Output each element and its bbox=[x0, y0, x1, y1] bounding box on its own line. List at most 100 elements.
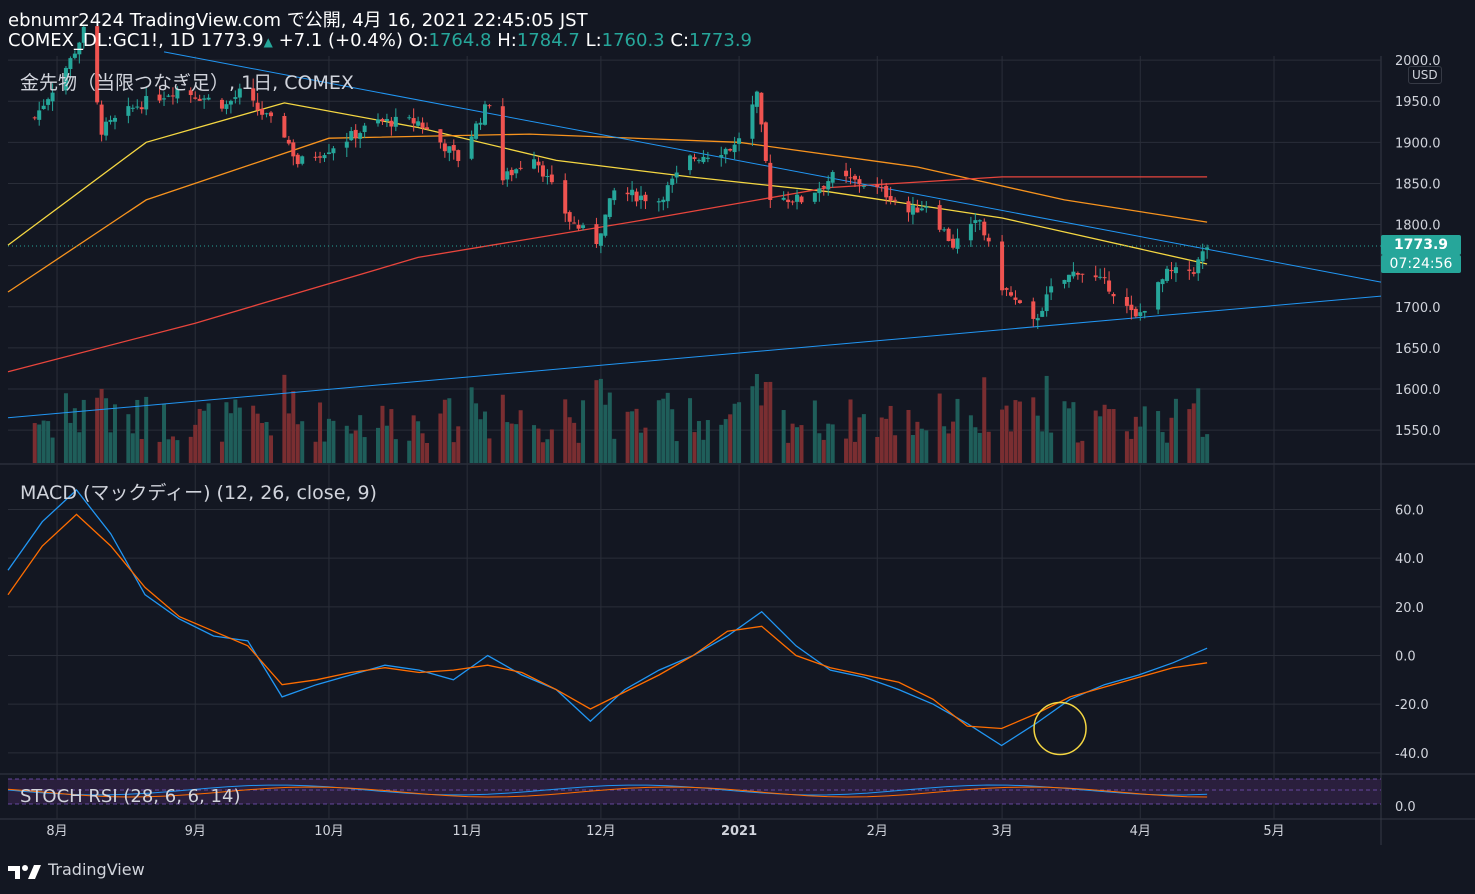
candle-body bbox=[188, 90, 193, 96]
close-value: 1773.9 bbox=[689, 30, 752, 51]
candle-body bbox=[532, 159, 537, 169]
candle-body bbox=[193, 97, 198, 99]
candle-body bbox=[861, 185, 866, 187]
candle-body bbox=[826, 181, 831, 190]
price-tick-label: 1900.0 bbox=[1395, 136, 1441, 151]
tradingview-logo[interactable]: TradingView bbox=[8, 860, 145, 879]
candle-body bbox=[1017, 300, 1022, 304]
time-tick-label: 3月 bbox=[991, 824, 1012, 839]
candle-body bbox=[1009, 292, 1014, 296]
volume-bar bbox=[112, 404, 117, 463]
volume-bar bbox=[612, 438, 617, 463]
volume-bar bbox=[768, 381, 773, 463]
macd-legend[interactable]: MACD (マックディー) (12, 26, close, 9) bbox=[20, 482, 377, 504]
candle-body bbox=[1000, 241, 1005, 291]
volume-bar bbox=[291, 391, 296, 463]
candle-body bbox=[420, 122, 425, 129]
candle-body bbox=[487, 105, 492, 107]
volume-bar bbox=[817, 433, 822, 463]
main-legend[interactable]: 金先物（当限つなぎ足）, 1日, COMEX bbox=[20, 72, 354, 94]
price-tick-label: 1550.0 bbox=[1395, 424, 1441, 439]
volume-bar bbox=[420, 433, 425, 463]
candle-body bbox=[322, 155, 327, 159]
candle-body bbox=[612, 190, 617, 201]
volume-bar bbox=[442, 399, 447, 463]
volume-bar bbox=[126, 414, 131, 463]
volume-bar bbox=[639, 432, 644, 463]
candle-body bbox=[906, 201, 911, 213]
volume-bar bbox=[474, 403, 479, 463]
volume-bar bbox=[973, 427, 978, 463]
candle-body bbox=[37, 110, 42, 120]
price-tick-label: 1850.0 bbox=[1395, 177, 1441, 192]
volume-bar bbox=[1017, 401, 1022, 463]
countdown-label: 07:24:56 bbox=[1381, 255, 1461, 273]
candle-body bbox=[170, 95, 175, 97]
price-tick-label: 1800.0 bbox=[1395, 219, 1441, 234]
volume-bar bbox=[197, 408, 202, 463]
volume-bar bbox=[104, 398, 109, 463]
volume-bar bbox=[99, 388, 104, 463]
volume-bar bbox=[1009, 431, 1014, 463]
candle-body bbox=[1044, 294, 1049, 312]
volume-bar bbox=[1080, 440, 1085, 463]
volume-bar bbox=[41, 420, 46, 463]
candle-body bbox=[166, 95, 171, 97]
candle-body bbox=[1040, 310, 1045, 317]
candle-body bbox=[291, 142, 296, 157]
volume-bar bbox=[425, 442, 430, 463]
candle-body bbox=[1133, 308, 1138, 317]
volume-bar bbox=[144, 396, 149, 463]
candle-body bbox=[563, 180, 568, 214]
candle-body bbox=[99, 104, 104, 135]
candle-body bbox=[286, 139, 291, 144]
symbol-ohlc: COMEX_DL:GC1!, 1D 1773.9▲ +7.1 (+0.4%) O… bbox=[8, 30, 752, 51]
volume-bar bbox=[1111, 409, 1116, 463]
volume-bar bbox=[915, 421, 920, 463]
candle-body bbox=[737, 138, 742, 144]
candle-body bbox=[126, 106, 131, 116]
volume-bar bbox=[505, 422, 510, 463]
candle-body bbox=[576, 224, 581, 229]
candle-body bbox=[255, 102, 260, 111]
volume-bar bbox=[50, 437, 55, 463]
candle-body bbox=[411, 118, 416, 124]
candle-body bbox=[384, 118, 389, 121]
candle-body bbox=[233, 97, 238, 99]
up-arrow-icon: ▲ bbox=[263, 35, 273, 49]
time-tick-label: 12月 bbox=[586, 824, 616, 839]
currency-badge[interactable]: USD bbox=[1408, 66, 1442, 84]
candle-body bbox=[68, 58, 73, 70]
volume-bar bbox=[469, 387, 474, 463]
volume-bar bbox=[1196, 388, 1201, 463]
volume-bar bbox=[1187, 409, 1192, 463]
candle-body bbox=[723, 148, 728, 155]
candle-body bbox=[1200, 251, 1205, 262]
volume-bar bbox=[1004, 405, 1009, 463]
volume-bar bbox=[942, 426, 947, 463]
candle-body bbox=[830, 172, 835, 183]
symbol-name[interactable]: COMEX_DL:GC1!, 1D bbox=[8, 30, 195, 51]
candle-body bbox=[661, 199, 666, 203]
volume-bar bbox=[759, 405, 764, 463]
volume-bar bbox=[540, 442, 545, 463]
stoch-legend[interactable]: STOCH RSI (28, 6, 6, 14) bbox=[20, 786, 241, 807]
candle-body bbox=[1075, 273, 1080, 275]
volume-bar bbox=[72, 408, 77, 463]
candle-body bbox=[567, 212, 572, 222]
volume-bar bbox=[313, 441, 318, 463]
overlay-lines bbox=[7, 51, 1382, 419]
candle-body bbox=[968, 223, 973, 241]
volume-bar bbox=[674, 441, 679, 463]
volume-bar bbox=[202, 410, 207, 463]
volume-bar bbox=[63, 393, 68, 463]
volume-bar bbox=[1031, 397, 1036, 463]
candle-body bbox=[844, 170, 849, 177]
candle-body bbox=[594, 224, 599, 244]
volume-bar bbox=[861, 414, 866, 463]
candle-body bbox=[1160, 279, 1165, 285]
candle-body bbox=[1191, 272, 1196, 274]
candle-body bbox=[1093, 275, 1098, 278]
candle-body bbox=[451, 145, 456, 151]
tradingview-logo-icon bbox=[8, 864, 41, 879]
